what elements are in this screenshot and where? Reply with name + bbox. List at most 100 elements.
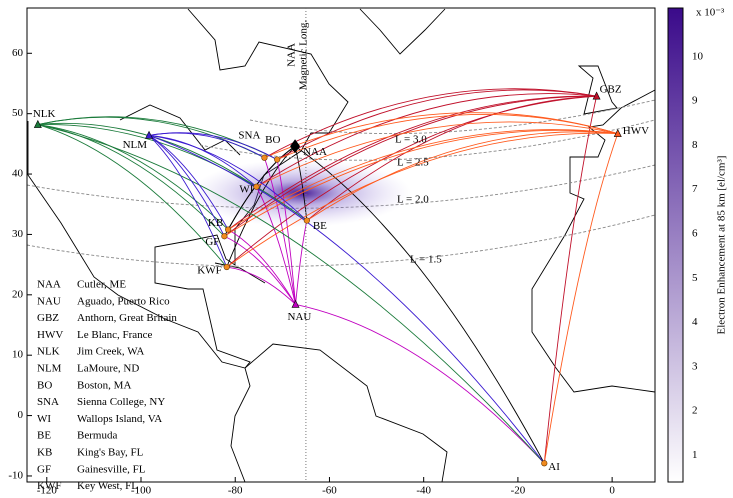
legend-name: Wallops Island, VA xyxy=(77,413,162,425)
transmitter-label: HWV xyxy=(623,125,649,137)
propagation-path xyxy=(227,229,296,305)
x-tick-label: -40 xyxy=(416,485,431,497)
propagation-path xyxy=(224,129,618,237)
receiver-marker xyxy=(303,217,310,224)
transmitter-label: NAU xyxy=(288,311,312,323)
transmitter-label: NLM xyxy=(123,139,148,151)
y-tick-label: 20 xyxy=(12,288,24,300)
colorbar-multiplier: x 10⁻³ xyxy=(696,7,725,19)
l-shell-line xyxy=(199,119,655,161)
propagation-path xyxy=(37,124,225,237)
receiver-label: WI xyxy=(239,183,253,195)
legend-name: Anthorn, Great Britain xyxy=(77,312,177,324)
legend-code: BE xyxy=(37,430,51,442)
legend-name: Gainesville, FL xyxy=(77,463,146,475)
l-shell-label: L = 1.5 xyxy=(410,254,442,266)
propagation-path xyxy=(226,95,597,268)
colorbar-tick-label: 2 xyxy=(692,405,698,417)
propagation-path xyxy=(224,145,296,237)
legend-name: Le Blanc, France xyxy=(77,329,153,341)
colorbar-tick-label: 5 xyxy=(692,272,698,284)
legend-code: NLM xyxy=(37,363,62,375)
x-tick-label: -20 xyxy=(511,485,526,497)
receiver-marker xyxy=(261,154,268,161)
colorbar-tick-label: 9 xyxy=(692,95,698,107)
y-tick-label: 50 xyxy=(12,107,24,119)
receiver-label: BE xyxy=(313,220,327,232)
propagation-path xyxy=(294,145,545,464)
transmitter-label: NAA xyxy=(303,146,327,158)
legend-code: KWF xyxy=(37,480,61,492)
legend-name: King's Bay, FL xyxy=(77,447,144,459)
legend-name: Jim Creek, WA xyxy=(77,346,144,358)
colorbar-tick-label: 3 xyxy=(692,360,698,372)
legend-name: Boston, MA xyxy=(77,379,131,391)
legend-code: AI xyxy=(37,497,49,498)
propagation-path xyxy=(264,157,296,305)
legend-code: KB xyxy=(37,447,52,459)
propagation-path xyxy=(543,96,598,464)
l-shell-line xyxy=(27,214,655,268)
map-layer xyxy=(27,8,655,482)
legend-name: Cutler, ME xyxy=(77,279,126,291)
propagation-path xyxy=(226,266,296,305)
receiver-marker xyxy=(274,156,281,163)
propagation-path xyxy=(276,89,597,160)
receiver-marker xyxy=(541,460,548,467)
transmitter-marker xyxy=(592,91,601,100)
coastline xyxy=(531,89,655,393)
x-tick-label: -100 xyxy=(131,485,152,497)
receiver-label: BO xyxy=(265,134,280,146)
propagation-path xyxy=(148,134,308,221)
transmitter-marker xyxy=(290,139,301,154)
y-tick-label: 30 xyxy=(12,228,24,240)
propagation-path xyxy=(37,124,308,221)
propagation-path xyxy=(276,159,296,305)
magnetic-longitude-label: Magnetic Long. xyxy=(297,20,309,91)
transmitter-marker xyxy=(613,128,622,137)
legend-code: NAU xyxy=(37,295,61,307)
legend-name: Aguado, Puerto Rico xyxy=(77,295,170,307)
legend-name: Sienna College, NY xyxy=(77,396,165,408)
legend-code: GBZ xyxy=(37,312,59,324)
propagation-path xyxy=(37,124,229,230)
coastline xyxy=(27,8,349,369)
propagation-path xyxy=(256,93,597,188)
colorbar-tick-label: 8 xyxy=(692,139,698,151)
colorbar-label: Electron Enhancement at 85 km [el/cm³] xyxy=(716,156,728,335)
propagation-path xyxy=(224,235,296,305)
propagation-path xyxy=(148,135,229,230)
propagation-path xyxy=(543,133,619,464)
x-tick-label: -80 xyxy=(228,485,243,497)
receiver-label: SNA xyxy=(238,129,260,141)
transmitter-marker xyxy=(291,299,300,308)
legend-name: Bermuda xyxy=(77,430,117,442)
receiver-label: KWF xyxy=(197,265,221,277)
l-shell-line xyxy=(27,164,655,209)
propagation-path xyxy=(256,121,618,188)
l-shell-label: L = 2.0 xyxy=(397,194,429,206)
colorbar-tick-label: 10 xyxy=(692,50,704,62)
legend-code: NLK xyxy=(37,346,60,358)
propagation-path xyxy=(37,124,228,268)
coastline xyxy=(119,8,618,284)
x-tick-label: -60 xyxy=(322,485,337,497)
propagation-path xyxy=(264,88,597,159)
receiver-label: GF xyxy=(205,236,219,248)
plot-frame xyxy=(26,7,656,483)
x-tick-label: -120 xyxy=(37,485,58,497)
receiver-label: AI xyxy=(548,461,560,473)
legend-name: Key West, FL xyxy=(77,480,138,492)
receiver-label: KB xyxy=(208,217,223,229)
legend-code: SNA xyxy=(37,396,59,408)
colorbar-tick-label: 1 xyxy=(692,449,698,461)
propagation-path xyxy=(276,114,618,160)
propagation-path xyxy=(306,95,597,221)
legend-code: NAA xyxy=(37,279,61,291)
propagation-path xyxy=(256,186,296,305)
l-shell-label: L = 3.0 xyxy=(395,134,427,146)
colorbar-tick-label: 7 xyxy=(692,183,698,195)
legend-name: LaMoure, ND xyxy=(77,363,139,375)
